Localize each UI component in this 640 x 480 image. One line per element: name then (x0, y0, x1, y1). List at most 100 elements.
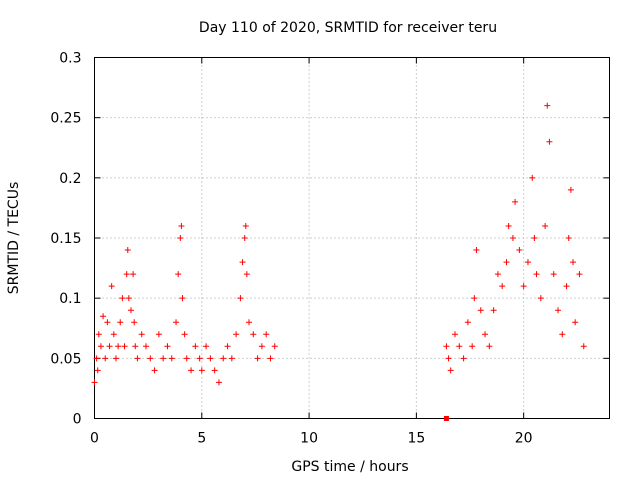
data-point (567, 186, 574, 193)
data-point (160, 355, 167, 362)
data-point (112, 355, 119, 362)
x-tick-label: 15 (407, 431, 425, 447)
data-point (211, 367, 218, 374)
x-tick-label: 20 (515, 431, 533, 447)
data-point (267, 355, 274, 362)
data-point (127, 307, 134, 314)
data-point (95, 331, 102, 338)
x-tick-label: 0 (90, 431, 99, 447)
data-point (215, 379, 222, 386)
data-point (138, 331, 145, 338)
data-point (509, 235, 516, 241)
data-point (473, 247, 480, 254)
y-tick-label: 0.25 (50, 111, 81, 127)
data-point (550, 271, 557, 278)
data-point (117, 319, 124, 326)
data-point (132, 343, 139, 350)
y-tick-label: 0.2 (59, 171, 81, 187)
data-point (494, 271, 501, 278)
x-tick-label: 10 (300, 431, 318, 447)
data-point (246, 319, 252, 326)
y-tick-label: 0.05 (50, 351, 81, 367)
data-point (445, 355, 452, 362)
data-point (464, 319, 471, 326)
data-point (546, 138, 553, 145)
data-point (542, 222, 549, 229)
data-point (173, 319, 180, 326)
data-point (121, 343, 128, 350)
data-point (220, 355, 227, 362)
data-point (183, 355, 190, 362)
data-point (233, 331, 240, 338)
data-point (102, 355, 109, 362)
data-point (572, 319, 579, 326)
data-point (499, 283, 506, 290)
data-point (524, 259, 531, 266)
data-point (271, 343, 278, 350)
data-point (224, 343, 231, 350)
y-tick-label: 0.1 (59, 291, 81, 307)
data-point (228, 355, 235, 362)
data-point (179, 295, 186, 302)
data-point (168, 355, 175, 362)
data-point (486, 343, 493, 350)
x-tick-label: 5 (197, 431, 206, 447)
data-point (123, 271, 130, 278)
data-point (94, 367, 101, 374)
data-points (91, 102, 587, 421)
data-point (563, 283, 570, 290)
data-point (555, 307, 561, 314)
zero-value-marker (443, 416, 449, 421)
data-point (188, 367, 195, 374)
data-point (239, 259, 246, 266)
data-point (469, 343, 476, 350)
y-tick-label: 0 (73, 412, 82, 428)
data-point (155, 331, 162, 338)
data-point (477, 307, 484, 314)
data-point (115, 343, 122, 350)
data-point (544, 102, 551, 109)
data-point (482, 331, 489, 338)
data-point (565, 235, 572, 241)
data-point (254, 355, 261, 362)
data-point (147, 355, 154, 362)
y-axis-label: SRMTID / TECUs (6, 182, 22, 295)
data-point (143, 343, 149, 350)
data-point (471, 295, 478, 302)
data-point (559, 331, 566, 338)
data-point (503, 259, 510, 266)
data-point (531, 235, 538, 241)
data-point (516, 247, 523, 254)
data-point (108, 283, 115, 290)
data-point (130, 271, 137, 278)
data-point (570, 259, 577, 266)
data-point (237, 295, 244, 302)
data-point (198, 367, 205, 374)
data-point (490, 307, 497, 314)
data-point (125, 295, 132, 302)
data-point (106, 343, 113, 350)
data-point (443, 343, 450, 350)
data-point (97, 343, 104, 350)
data-point (447, 367, 454, 374)
data-point (151, 367, 158, 374)
data-point (529, 174, 536, 181)
data-point (242, 222, 249, 229)
data-point (177, 235, 184, 241)
data-point (243, 271, 250, 278)
data-point (456, 343, 463, 350)
data-point (119, 295, 126, 302)
data-point (533, 271, 540, 278)
data-point (241, 235, 248, 241)
data-point (258, 343, 265, 350)
data-point (124, 247, 131, 254)
data-point (537, 295, 544, 302)
data-point (164, 343, 171, 350)
data-point (131, 319, 138, 326)
data-point (192, 343, 199, 350)
data-point (181, 331, 188, 338)
x-axis-label: GPS time / hours (291, 459, 408, 475)
chart-title: Day 110 of 2020, SRMTID for receiver ter… (199, 20, 497, 36)
data-point (134, 355, 141, 362)
